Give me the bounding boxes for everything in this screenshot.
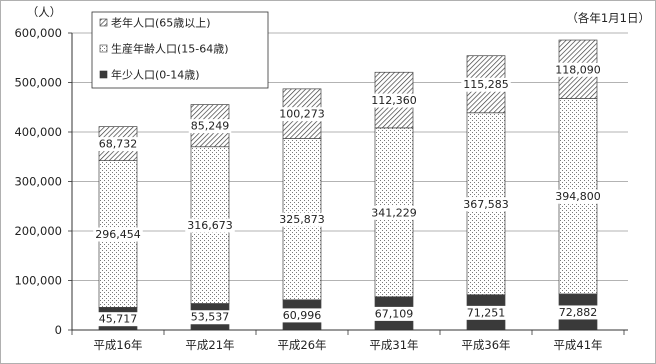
category-label: 平成21年	[185, 338, 234, 352]
data-label-background	[369, 93, 419, 108]
legend-swatch	[99, 18, 108, 27]
axes: 0 100,000 200,000 300,000 400,000 500,000 600,…	[14, 26, 628, 352]
data-label-background	[280, 308, 324, 323]
y-tick-label: 200,000	[14, 224, 62, 238]
legend: 老年人口(65歳以上) 生産年齢人口(15-64歳) 年少人口(0-14歳)	[91, 11, 269, 89]
data-label-background	[96, 137, 140, 152]
legend-label: 生産年齢人口(15-64歳)	[111, 42, 229, 56]
data-label-s0-c1: 53,537	[191, 311, 230, 324]
data-label-background	[277, 212, 327, 227]
category-label: 平成16年	[93, 338, 142, 352]
data-label-s1-c1: 316,673	[187, 219, 233, 232]
data-label-s2-c3: 112,360	[371, 94, 417, 107]
data-label-s0-c0: 45,717	[99, 313, 138, 326]
data-label-s1-c4: 367,583	[463, 198, 509, 211]
data-label-s2-c2: 100,273	[279, 108, 325, 121]
data-label-background	[93, 227, 143, 242]
data-label-background	[277, 107, 327, 122]
data-label-background	[369, 205, 419, 220]
y-tick-label: 600,000	[14, 26, 62, 40]
data-label-background	[556, 305, 600, 320]
data-label-s2-c4: 115,285	[463, 78, 509, 91]
data-label-background	[372, 306, 416, 321]
category-label: 平成41年	[553, 338, 602, 352]
y-tick-label: 100,000	[14, 274, 62, 288]
y-tick-label: 300,000	[14, 175, 62, 189]
data-label-background	[185, 218, 235, 233]
data-labels: 45,717 296,454 68,732 53,537 316,673 85,249 60…	[93, 62, 603, 327]
data-label-s0-c2: 60,996	[283, 309, 322, 322]
y-tick-label: 500,000	[14, 76, 62, 90]
data-label-s2-c0: 68,732	[99, 138, 138, 151]
data-label-s1-c2: 325,873	[279, 213, 325, 226]
data-label-s0-c4: 71,251	[467, 306, 506, 319]
legend-label: 年少人口(0-14歳)	[111, 68, 200, 82]
legend-swatch	[99, 44, 108, 53]
data-label-s2-c1: 85,249	[191, 120, 230, 133]
category-label: 平成36年	[461, 338, 510, 352]
y-tick-label: 0	[55, 323, 62, 337]
data-label-background	[461, 197, 511, 212]
data-label-s0-c5: 72,882	[559, 306, 598, 319]
data-label-background	[461, 77, 511, 92]
data-label-background	[553, 189, 603, 204]
data-label-background	[188, 310, 232, 325]
data-label-s2-c5: 118,090	[555, 63, 601, 76]
y-tick-label: 400,000	[14, 125, 62, 139]
data-label-s0-c3: 67,109	[375, 307, 414, 320]
category-label: 平成31年	[369, 338, 418, 352]
data-label-s1-c3: 341,229	[371, 206, 417, 219]
legend-label: 老年人口(65歳以上)	[111, 16, 211, 30]
date-annotation: （各年1月1日）	[566, 11, 650, 25]
legend-box	[91, 11, 269, 89]
data-label-background	[464, 305, 508, 320]
y-axis-unit-label: （人）	[27, 5, 62, 19]
legend-swatch	[99, 70, 108, 79]
data-label-background	[188, 119, 232, 134]
data-label-s1-c5: 394,800	[555, 190, 601, 203]
data-label-background	[553, 62, 603, 77]
data-label-background	[96, 312, 140, 327]
data-label-s1-c0: 296,454	[95, 228, 141, 241]
category-label: 平成26年	[277, 338, 326, 352]
